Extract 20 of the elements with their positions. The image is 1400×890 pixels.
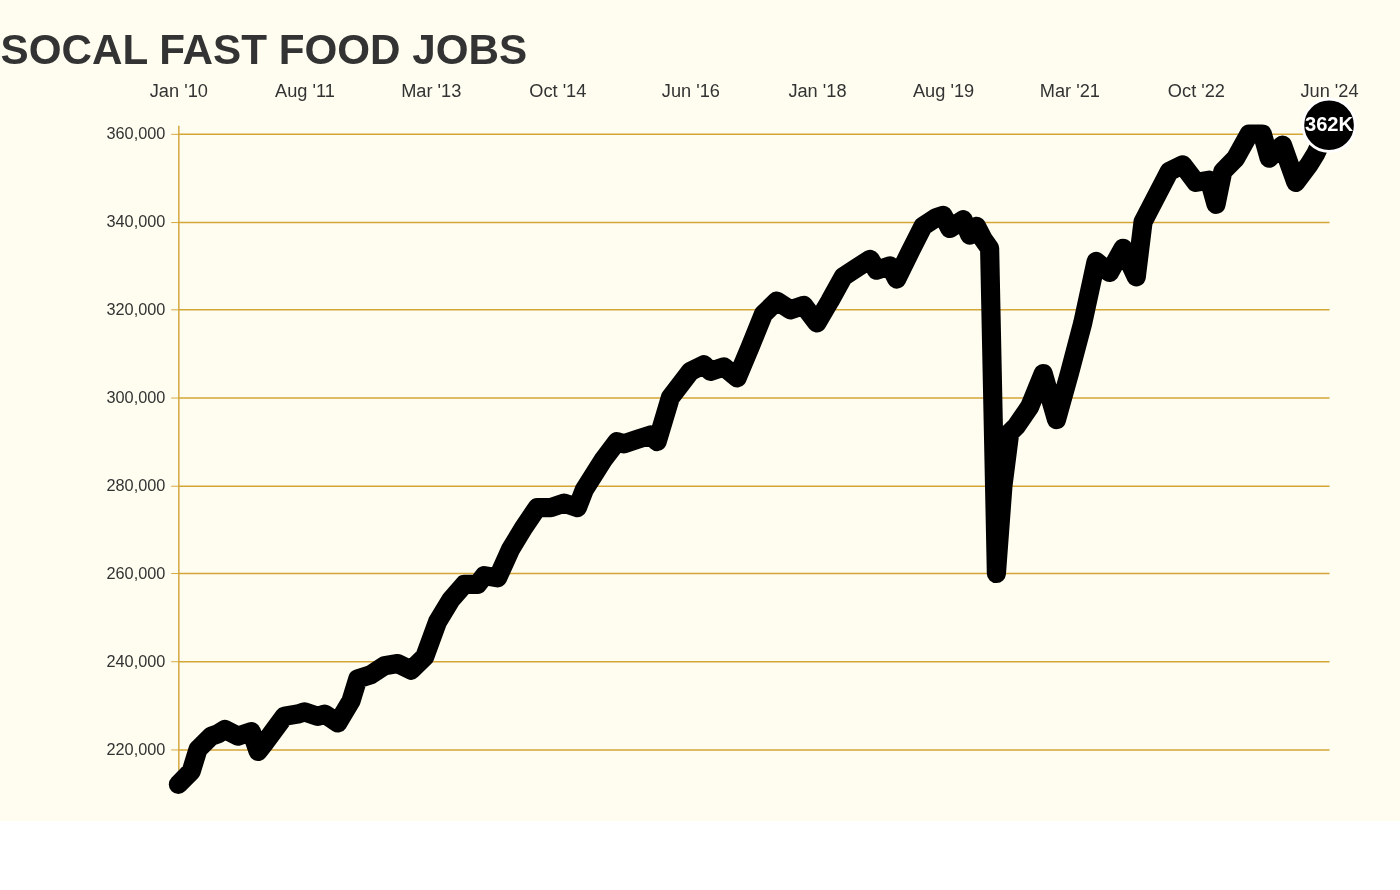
x-tick-label: Aug '11 <box>275 80 335 101</box>
x-tick-label: Mar '21 <box>1039 80 1100 101</box>
annotation: 362K <box>1304 112 1354 135</box>
y-tick-label: 360,000 <box>106 124 166 143</box>
x-tick-label: Jan '10 <box>149 80 208 101</box>
x-tick-label: Oct '14 <box>529 80 587 101</box>
x-tick-label: Jan '18 <box>788 80 847 101</box>
y-tick-label: 300,000 <box>106 387 166 406</box>
y-tick-label: 280,000 <box>106 475 166 494</box>
y-tick-label: 220,000 <box>106 739 166 758</box>
x-tick-label: Mar '13 <box>401 80 462 101</box>
chart-title: SOCAL FAST FOOD JOBS <box>0 25 528 73</box>
y-tick-label: 240,000 <box>106 651 166 670</box>
y-tick-label: 260,000 <box>106 563 166 582</box>
x-tick-label: Aug '19 <box>912 80 975 101</box>
x-tick-label: Jun '16 <box>661 80 720 101</box>
y-tick-label: 320,000 <box>106 300 166 319</box>
y-tick-label: 340,000 <box>106 212 166 231</box>
x-tick-label: Jun '24 <box>1300 80 1359 101</box>
x-tick-label: Oct '22 <box>1167 80 1225 101</box>
